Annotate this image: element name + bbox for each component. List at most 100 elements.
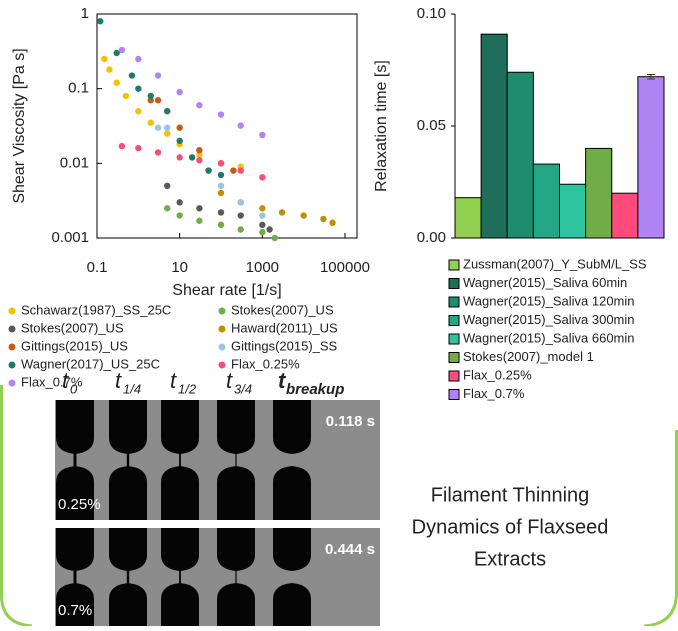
data-point bbox=[217, 182, 225, 190]
data-point bbox=[205, 167, 212, 174]
legend-label: Flax_0.7% bbox=[21, 374, 83, 389]
filament-neck bbox=[73, 453, 77, 467]
data-point bbox=[164, 124, 171, 131]
legend-label: Stokes(2007)_US bbox=[231, 302, 334, 317]
data-point bbox=[176, 154, 183, 161]
time-symbol: t bbox=[62, 368, 69, 393]
data-point bbox=[154, 149, 162, 156]
data-point bbox=[118, 46, 126, 54]
legend-label: Stokes(2007)_US bbox=[21, 320, 124, 335]
filament-blob bbox=[217, 583, 255, 626]
bar bbox=[611, 192, 639, 239]
data-point bbox=[217, 209, 225, 216]
data-point bbox=[320, 215, 327, 223]
data-point bbox=[135, 55, 142, 63]
legend-label: Wagner(2015)_Saliva 60min bbox=[463, 275, 627, 290]
data-point bbox=[118, 142, 126, 150]
data-point bbox=[135, 144, 142, 152]
filament-blob bbox=[273, 528, 311, 571]
data-point bbox=[278, 209, 286, 216]
legend-label: Flax_0.25% bbox=[463, 367, 532, 382]
legend-label: Flax_0.7% bbox=[463, 386, 525, 401]
y-tick-label: 1 bbox=[81, 5, 89, 22]
legend-marker bbox=[448, 352, 460, 363]
data-point bbox=[217, 160, 225, 167]
filament-blob bbox=[273, 400, 311, 454]
data-point bbox=[176, 199, 183, 206]
plot-frame bbox=[96, 13, 358, 239]
data-point bbox=[154, 124, 162, 131]
filament-blob bbox=[56, 466, 94, 520]
time-subscript: 1/4 bbox=[123, 381, 141, 396]
filament-blob bbox=[109, 400, 147, 454]
legend-marker bbox=[8, 343, 16, 351]
filament-neck bbox=[73, 570, 77, 584]
data-point bbox=[196, 205, 203, 212]
legend-marker bbox=[8, 361, 16, 369]
legend-label: Gittings(2015)_SS bbox=[231, 338, 338, 353]
data-point bbox=[217, 171, 225, 179]
time-label: 0.118 s bbox=[326, 413, 375, 430]
legend-marker bbox=[8, 325, 16, 333]
filament-neck bbox=[179, 570, 181, 584]
data-point bbox=[164, 205, 171, 212]
bar bbox=[480, 33, 508, 239]
data-point bbox=[135, 107, 142, 115]
legend-marker bbox=[448, 278, 460, 289]
data-point bbox=[300, 212, 307, 219]
data-point bbox=[113, 49, 120, 57]
data-point bbox=[113, 79, 120, 86]
filament-blob bbox=[56, 583, 94, 626]
legend-marker bbox=[8, 379, 16, 387]
time-label: 0.444 s bbox=[325, 541, 375, 558]
data-point bbox=[259, 131, 266, 139]
data-point bbox=[164, 130, 171, 137]
data-point bbox=[176, 137, 183, 145]
data-point bbox=[196, 146, 203, 154]
filament-blob bbox=[217, 528, 255, 571]
time-symbol: t bbox=[170, 368, 177, 393]
data-point bbox=[164, 107, 171, 115]
data-point bbox=[259, 174, 266, 181]
legend-label: Zussman(2007)_Y_SubM/L_SS bbox=[463, 256, 647, 271]
legend-label: Wagner(2015)_Saliva 300min bbox=[463, 312, 635, 327]
legend-marker bbox=[448, 296, 460, 308]
data-point bbox=[259, 221, 266, 229]
legend-label: Stokes(2007)_model 1 bbox=[463, 349, 594, 364]
x-tick-label: 100000 bbox=[320, 259, 370, 276]
data-point bbox=[196, 157, 203, 164]
error-bar bbox=[646, 73, 655, 80]
filament-blob bbox=[56, 400, 94, 454]
legend-marker bbox=[448, 333, 460, 345]
y-tick-label: 0.00 bbox=[417, 229, 446, 246]
legend-label: Wagner(2015)_Saliva 120min bbox=[463, 293, 635, 308]
bar bbox=[585, 147, 613, 239]
data-point bbox=[217, 221, 225, 229]
legend-label: Schawarz(1987)_SS_25C bbox=[21, 302, 171, 317]
data-point bbox=[147, 92, 154, 100]
data-point bbox=[97, 18, 104, 25]
time-symbol: t bbox=[226, 368, 233, 393]
data-point bbox=[329, 219, 336, 226]
filament-blob bbox=[56, 528, 94, 571]
bar bbox=[637, 76, 665, 239]
data-point bbox=[147, 119, 154, 126]
caption-line: Filament Thinning bbox=[431, 484, 590, 506]
bar bbox=[559, 183, 587, 239]
data-point bbox=[230, 167, 237, 174]
time-subscript: 1/2 bbox=[178, 381, 197, 396]
y-tick-label: 0.001 bbox=[51, 229, 89, 246]
y-axis-label: Relaxation time [s] bbox=[373, 60, 390, 192]
data-point bbox=[122, 92, 130, 100]
data-point bbox=[101, 55, 108, 63]
filament-neck bbox=[126, 570, 130, 584]
data-point bbox=[176, 212, 183, 219]
concentration-label: 0.25% bbox=[58, 496, 101, 513]
data-point bbox=[217, 111, 225, 118]
filament-blob bbox=[217, 400, 255, 454]
filament-blob bbox=[161, 466, 199, 520]
data-point bbox=[135, 85, 142, 92]
filament-blob bbox=[109, 528, 147, 571]
data-point bbox=[154, 97, 162, 104]
